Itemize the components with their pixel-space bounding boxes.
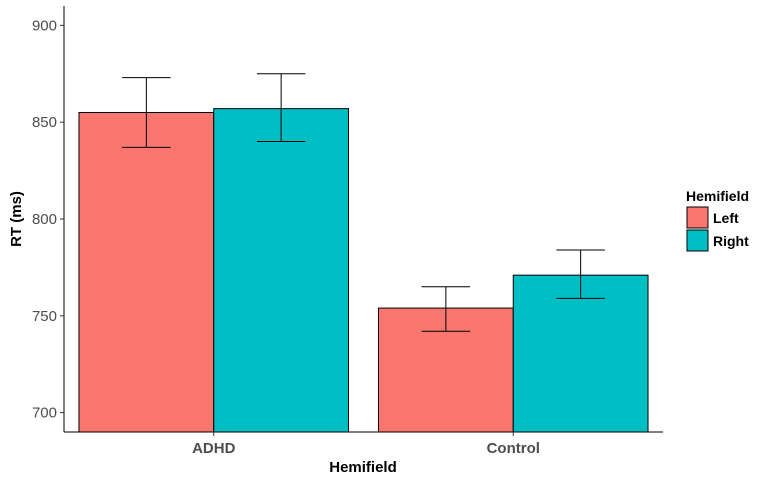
error-bar-left-control (421, 286, 471, 332)
bar-left-adhd (78, 112, 215, 433)
y-axis-title: RT (ms) (8, 191, 25, 247)
error-bar-right-control (556, 249, 605, 299)
x-ticks: ADHD Control (192, 432, 540, 457)
x-axis-title: Hemifield (329, 459, 397, 476)
axes-layer: 700 750 800 850 900 ADHD Control (32, 6, 663, 457)
x-tick-label-adhd: ADHD (192, 440, 235, 457)
legend-label-right: Right (713, 233, 749, 249)
legend-title: Hemifield (686, 188, 749, 204)
x-tick-label-control: Control (487, 440, 540, 457)
legend: Hemifield Left Right (686, 188, 749, 252)
legend-label-left: Left (713, 210, 739, 226)
legend-swatch-left (686, 206, 709, 229)
y-ticks: 700 750 800 850 900 (32, 17, 64, 422)
error-bars-layer (122, 73, 605, 332)
bar-right-control (512, 274, 649, 433)
error-bar-left-adhd (122, 77, 171, 148)
y-tick-label: 850 (32, 114, 57, 131)
legend-swatch-right (686, 229, 709, 252)
y-tick-label: 700 (32, 405, 57, 422)
y-tick-label: 750 (32, 308, 57, 325)
bars-layer (78, 108, 649, 433)
y-tick-label: 900 (32, 17, 57, 34)
y-tick-label: 800 (32, 211, 57, 228)
bar-right-adhd (213, 108, 350, 433)
error-bar-right-adhd (256, 73, 306, 143)
